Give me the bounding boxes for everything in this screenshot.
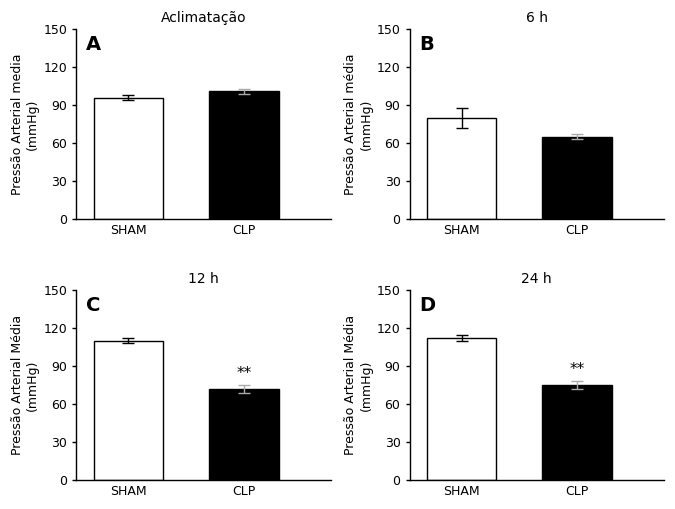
Y-axis label: Pressão Arterial Média
(mmHg): Pressão Arterial Média (mmHg)	[11, 315, 39, 455]
Title: 12 h: 12 h	[188, 272, 219, 286]
Bar	[94, 98, 163, 219]
Bar	[209, 91, 279, 219]
Text: A: A	[86, 35, 101, 54]
Title: 6 h: 6 h	[526, 11, 547, 25]
Y-axis label: Pressão Arterial Média
(mmHg): Pressão Arterial Média (mmHg)	[344, 315, 373, 455]
Text: C: C	[86, 296, 101, 315]
Bar	[427, 338, 496, 480]
Bar	[94, 341, 163, 480]
Text: **: **	[570, 362, 585, 377]
Bar	[543, 385, 612, 480]
Bar	[543, 137, 612, 219]
Text: D: D	[420, 296, 436, 315]
Text: B: B	[420, 35, 435, 54]
Title: 24 h: 24 h	[521, 272, 552, 286]
Title: Aclimatação: Aclimatação	[161, 11, 246, 25]
Bar	[209, 389, 279, 480]
Y-axis label: Pressão Arterial média
(mmHg): Pressão Arterial média (mmHg)	[344, 53, 373, 195]
Y-axis label: Pressão Arterial media
(mmHg): Pressão Arterial media (mmHg)	[11, 53, 39, 195]
Text: **: **	[236, 366, 252, 381]
Bar	[427, 118, 496, 219]
